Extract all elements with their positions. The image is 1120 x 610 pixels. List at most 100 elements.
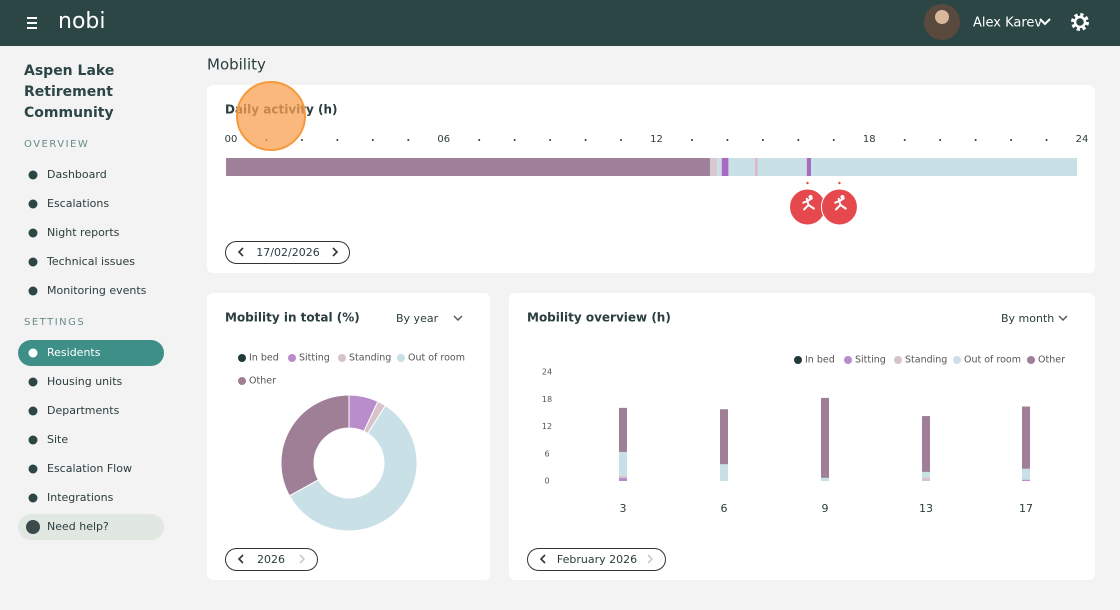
minor-tick [974,139,977,141]
x-tick-label: 18 [863,134,876,145]
bar-segment [922,416,930,472]
legend-label: Sitting [855,355,886,366]
nav-item[interactable]: Escalation Flow [47,462,132,475]
period: 2026 [257,553,285,566]
minor-tick [371,139,374,141]
dropdown-chevron[interactable] [1058,315,1068,321]
bar-segment [619,407,627,452]
legend-swatch [397,354,405,362]
active-nav-highlight [18,340,164,366]
legend-label: Other [1038,355,1065,366]
legend-swatch [1027,356,1035,364]
nav-item[interactable]: Dashboard [47,168,107,181]
legend-swatch [238,377,246,385]
bar-segment [821,477,829,481]
x-tick-label: 13 [919,502,933,515]
minor-tick [300,139,303,141]
minor-tick [549,139,552,141]
legend-swatch [338,354,346,362]
bar-segment [1022,479,1030,481]
avatar-face [935,10,949,24]
prev-button[interactable] [539,554,546,564]
help-icon [26,520,40,534]
minor-tick [584,139,587,141]
nav-item[interactable]: Departments [47,404,120,417]
period: February 2026 [557,553,637,566]
help-label[interactable]: Need help? [47,520,109,533]
minor-tick [478,139,481,141]
activity-segment [717,158,722,176]
minor-tick [1010,139,1013,141]
bar-segment [821,397,829,478]
card [207,85,1095,273]
bar-segment [619,476,627,478]
activity-segment [710,158,718,176]
nav-item[interactable]: Monitoring events [47,284,147,297]
nav-icon [28,228,38,238]
x-tick-label: 06 [437,134,450,145]
bar-segment [922,471,930,478]
nav-icon [28,377,38,387]
minor-tick [513,139,516,141]
legend-label: Standing [349,353,391,364]
activity-segment [757,158,807,176]
nav-item[interactable]: Site [47,433,68,446]
user-name[interactable]: Alex Karev [973,16,1042,31]
fall-icon [834,197,847,211]
next-button[interactable] [647,554,654,564]
period-picker [225,548,318,571]
activity-segment [811,158,1077,176]
nav-item[interactable]: Housing units [47,375,123,388]
date: 17/02/2026 [256,246,319,259]
bar-segment [1022,468,1030,480]
next-button[interactable] [332,247,339,257]
activity-segment [806,158,812,176]
x-tick-label: 9 [822,502,829,515]
minor-tick [726,139,729,141]
logo: nobi [58,9,105,34]
nav-icon [28,257,38,267]
nav-item[interactable]: Escalations [47,197,109,210]
x-tick-label: 6 [721,502,728,515]
dropdown-chevron[interactable] [453,315,463,321]
minor-tick [407,139,410,141]
nav-item[interactable]: Residents [47,346,101,359]
page-title: Mobility [207,56,266,74]
fall-icon-head [840,195,845,199]
nav-item[interactable]: Night reports [47,226,120,239]
settings-button[interactable] [1071,13,1089,31]
minor-tick [336,139,339,141]
prev-button[interactable] [237,554,244,564]
y-tick-label: 18 [542,395,552,404]
nav-icon [28,286,38,296]
y-tick-label: 24 [542,368,552,377]
bar-segment [720,464,728,481]
x-tick-label: 00 [225,134,238,145]
nav-item[interactable]: Technical issues [46,255,135,268]
activity-segment [721,158,729,176]
y-tick-label: 12 [542,422,552,431]
nav-section-title: SETTINGS [24,317,85,328]
user-menu-chevron[interactable] [1039,18,1051,26]
period-filter[interactable]: By year [396,312,439,325]
period-filter[interactable]: By month [1001,312,1054,325]
legend-swatch [794,356,802,364]
bar-segment [1022,406,1030,469]
prev-button[interactable] [237,247,244,257]
nav-icon [28,435,38,445]
legend-swatch [844,356,852,364]
activity-segment [226,158,711,176]
legend-swatch [238,354,246,362]
nav-item[interactable]: Integrations [47,491,114,504]
bar-segment [619,451,627,477]
help-button-bg[interactable] [18,514,164,540]
card [207,293,490,580]
nav-icon [28,199,38,209]
next-button[interactable] [299,554,306,564]
menu-button[interactable] [27,17,37,29]
bar-segment [619,477,627,481]
x-tick-label: 12 [650,134,663,145]
minor-tick [1045,139,1048,141]
